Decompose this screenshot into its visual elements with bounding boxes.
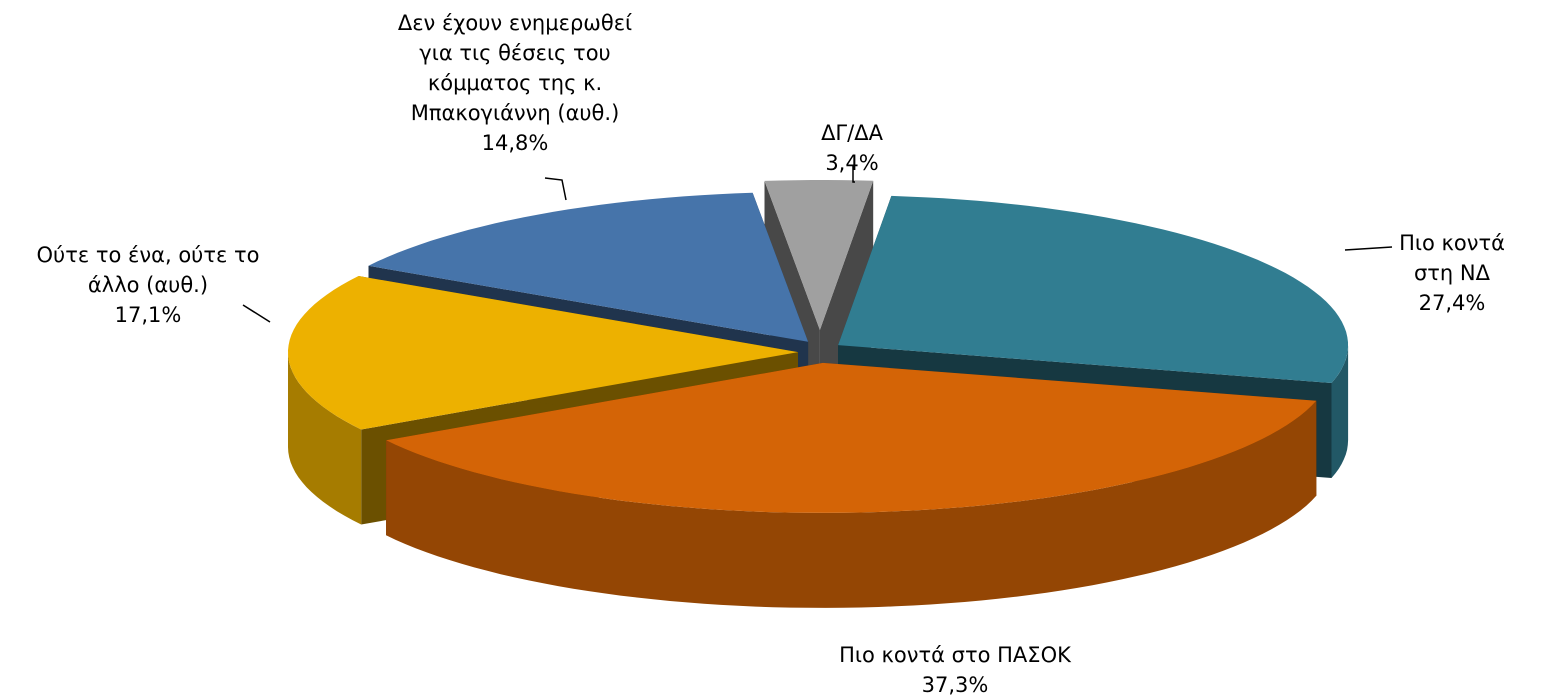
value-label: 27,4% [1418,291,1486,315]
value-label: 17,1% [114,303,182,327]
slice [386,362,1317,513]
leader-line [242,304,271,323]
category-label: Ούτε το ένα, ούτε το άλλο (αυθ.) [36,243,260,297]
slice-side [386,400,1317,608]
slice [288,276,798,430]
category-label: Πιο κοντά στο ΠΑΣΟΚ [839,643,1071,667]
category-label: Πιο κοντά στη ΝΔ [1399,231,1505,285]
slice [838,195,1348,383]
leader-line [852,165,855,183]
leader-line [544,177,567,201]
value-label: 14,8% [481,131,549,155]
data-label: Πιο κοντά στη ΝΔ 27,4% [1394,228,1510,318]
category-label: ΔΓ/ΔΑ [821,121,883,145]
slice-side [288,352,362,525]
slice [368,192,809,342]
data-label: Δεν έχουν ενημερωθεί για τις θέσεις του … [398,8,632,158]
category-label: Δεν έχουν ενημερωθεί για τις θέσεις του … [397,11,633,125]
data-label: ΔΓ/ΔΑ 3,4% [821,118,883,178]
slice [764,180,874,330]
leader-line [1344,246,1393,251]
data-label: Πιο κοντά στο ΠΑΣΟΚ 37,3% [839,640,1071,700]
data-label: Ούτε το ένα, ούτε το άλλο (αυθ.) 17,1% [37,240,260,330]
slice-side [1331,345,1349,478]
value-label: 3,4% [825,151,879,175]
value-label: 37,3% [921,673,989,697]
